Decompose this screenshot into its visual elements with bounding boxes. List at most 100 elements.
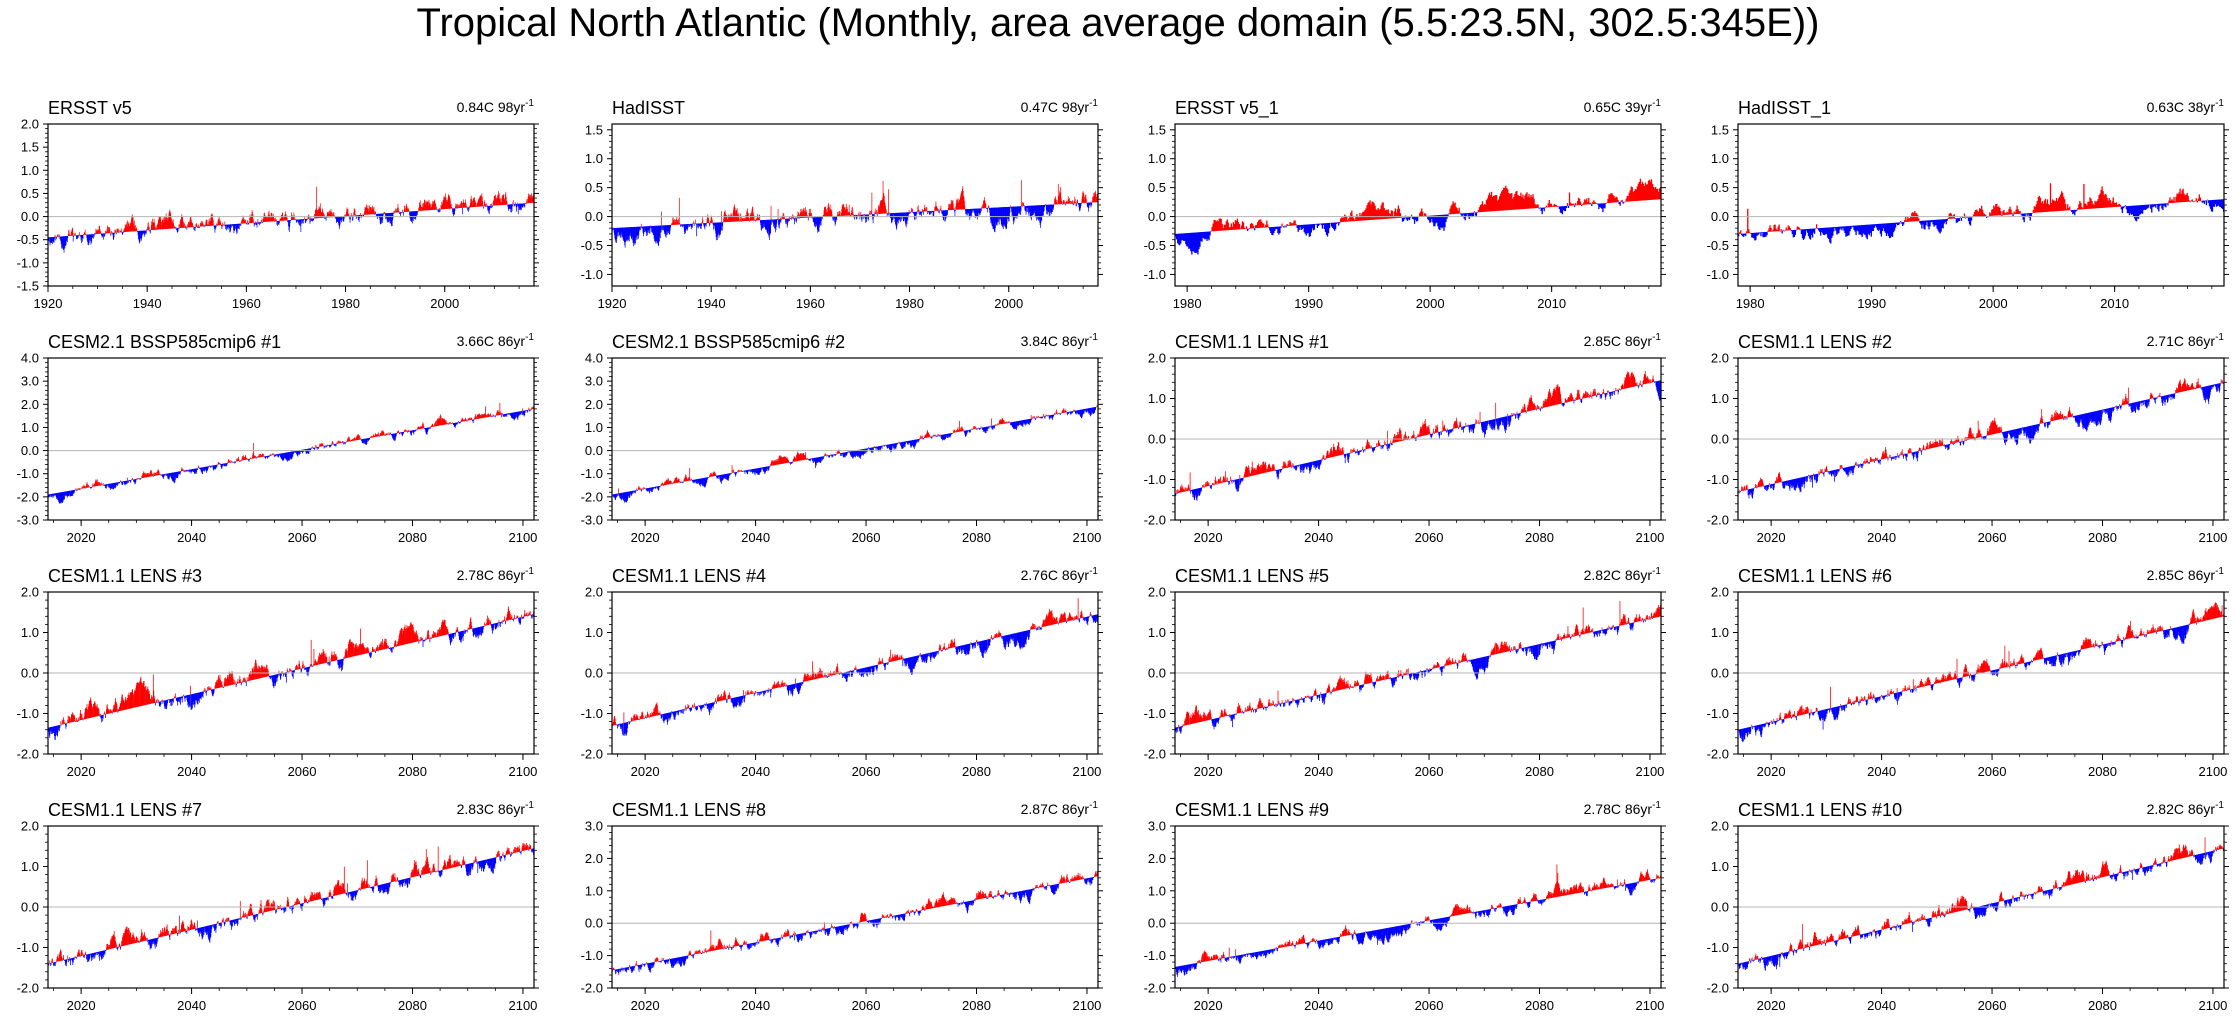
anomaly-bar-positive <box>860 212 861 215</box>
anomaly-bar-negative <box>460 422 461 423</box>
anomaly-bar-negative <box>908 212 909 214</box>
anomaly-bar-positive <box>248 221 249 223</box>
anomaly-bar-negative <box>947 210 948 215</box>
anomaly-bar-negative <box>640 227 641 231</box>
anomaly-bar-positive <box>159 474 160 475</box>
anomaly-bar-negative <box>1248 229 1249 230</box>
anomaly-bar-positive <box>117 228 118 232</box>
anomaly-bar-positive <box>1056 200 1057 205</box>
anomaly-bar-positive <box>100 485 101 486</box>
anomaly-bar-positive <box>1960 217 1961 218</box>
y-tick-label: 0.0 <box>585 209 603 224</box>
y-tick-label: 0.5 <box>21 186 39 201</box>
anomaly-bar-negative <box>934 211 935 216</box>
anomaly-bar-negative <box>175 228 176 229</box>
anomaly-bar-negative <box>451 423 452 424</box>
anomaly-bar-negative <box>123 232 124 233</box>
anomaly-bar-negative <box>1815 228 1816 229</box>
anomaly-bar-positive <box>864 214 865 215</box>
anomaly-bar-negative <box>319 447 320 448</box>
x-tick-label: 2000 <box>1416 296 1445 311</box>
anomaly-bar-negative <box>531 409 532 410</box>
anomaly-bar-positive <box>273 454 274 455</box>
anomaly-bar-negative <box>790 219 791 220</box>
trend-value: 3.66C 86yr <box>457 333 526 349</box>
anomaly-bar-negative <box>938 211 939 212</box>
anomaly-bar-negative <box>910 212 911 213</box>
anomaly-bar-positive <box>926 207 927 211</box>
anomaly-bar-positive <box>1799 228 1800 230</box>
anomaly-bar-negative <box>789 219 790 221</box>
anomaly-bar-negative <box>1404 218 1405 220</box>
anomaly-bar-negative <box>670 225 671 228</box>
anomaly-bar-positive <box>1284 225 1285 226</box>
anomaly-bar-negative <box>384 435 385 436</box>
anomaly-bar-negative <box>255 223 256 225</box>
y-tick-label: 1.5 <box>1711 122 1729 137</box>
anomaly-bar-negative <box>912 212 913 213</box>
anomaly-bar-positive <box>712 220 713 223</box>
anomaly-bar-negative <box>249 459 250 460</box>
anomaly-bar-positive <box>276 220 277 221</box>
anomaly-bar-positive <box>703 220 704 223</box>
y-tick-label: -1.0 <box>17 466 39 481</box>
anomaly-bar-positive <box>661 212 662 226</box>
anomaly-bar-positive <box>2196 198 2197 201</box>
anomaly-bar-negative <box>136 479 137 480</box>
anomaly-bar-negative <box>389 434 390 435</box>
anomaly-bar-negative <box>923 211 924 214</box>
anomaly-bar-positive <box>1617 200 1618 202</box>
anomaly-bar-positive <box>385 434 386 435</box>
anomaly-bar-positive <box>2019 211 2020 214</box>
anomaly-bar-negative <box>528 410 529 412</box>
anomaly-bar-positive <box>283 220 284 221</box>
anomaly-bar-positive <box>618 488 619 493</box>
anomaly-bar-positive <box>941 206 942 211</box>
anomaly-bar-positive <box>350 441 351 442</box>
anomaly-bar-negative <box>701 223 702 226</box>
anomaly-bar-positive <box>1783 230 1784 231</box>
y-tick-label: 1.5 <box>1148 122 1166 137</box>
anomaly-bar-negative <box>240 224 241 226</box>
anomaly-bar-negative <box>793 218 794 219</box>
anomaly-bar-negative <box>67 236 68 238</box>
anomaly-bar-negative <box>95 234 96 235</box>
anomaly-bar-negative <box>75 490 76 491</box>
anomaly-bar-positive <box>909 210 910 212</box>
anomaly-bar-positive <box>888 189 889 213</box>
anomaly-bar-negative <box>877 214 878 216</box>
anomaly-bar-positive <box>360 213 361 215</box>
anomaly-bar-negative <box>1074 203 1075 204</box>
panel-title: HadISST_1 <box>1738 98 1831 119</box>
anomaly-bar-positive <box>1779 225 1780 232</box>
anomaly-bar-positive <box>1063 200 1064 204</box>
anomaly-bar-negative <box>483 206 484 208</box>
anomaly-bar-negative <box>706 223 707 224</box>
trend-value: 0.47C 98yr <box>1021 99 1090 115</box>
anomaly-bar-negative <box>262 222 263 223</box>
anomaly-bar-negative <box>710 223 711 225</box>
anomaly-bar-positive <box>527 199 528 203</box>
anomaly-bar-negative <box>1604 203 1605 208</box>
anomaly-bar-negative <box>1780 231 1781 232</box>
anomaly-bar-negative <box>78 235 79 236</box>
anomaly-bar-positive <box>344 215 345 216</box>
series-bars <box>1738 183 2224 243</box>
anomaly-bar-positive <box>402 212 403 213</box>
anomaly-bar-positive <box>640 488 641 489</box>
anomaly-bar-negative <box>470 207 471 208</box>
anomaly-bar-negative <box>178 228 179 229</box>
anomaly-bar-negative <box>2165 203 2166 207</box>
anomaly-bar-positive <box>256 457 257 458</box>
anomaly-bar-positive <box>351 213 352 216</box>
anomaly-bar-positive <box>132 478 133 480</box>
anomaly-bar-positive <box>870 211 871 214</box>
anomaly-bar-positive <box>466 206 467 207</box>
trend-superscript: -1 <box>1652 98 1661 109</box>
anomaly-bar-positive <box>447 423 448 424</box>
anomaly-bar-positive <box>1781 229 1782 231</box>
anomaly-bar-negative <box>83 235 84 239</box>
